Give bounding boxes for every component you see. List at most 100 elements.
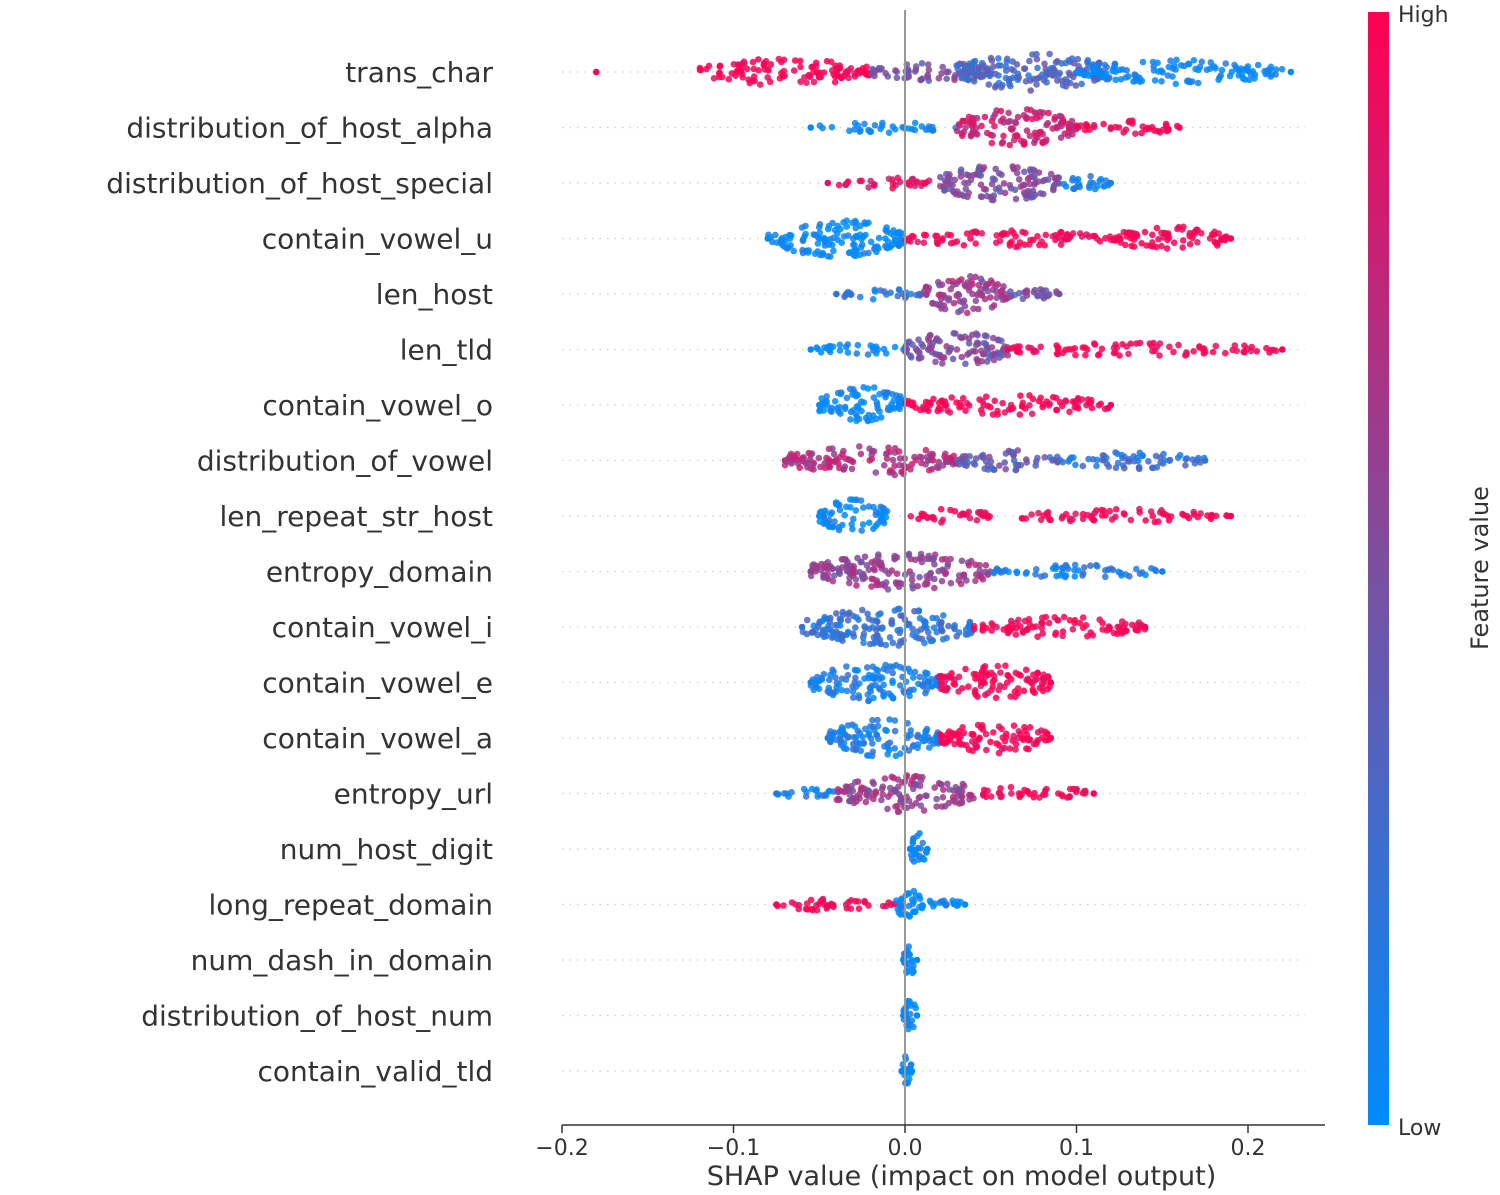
shap-point: [1014, 133, 1021, 140]
shap-point: [881, 775, 889, 782]
shap-point: [1028, 410, 1036, 418]
shap-point: [991, 84, 999, 91]
shap-point: [941, 187, 948, 194]
shap-point: [845, 733, 853, 741]
shap-point: [1233, 347, 1241, 355]
shap-point: [968, 730, 975, 738]
feature-row-distribution_of_host_alpha: [807, 106, 1183, 149]
shap-point: [1052, 631, 1059, 638]
shap-point: [1141, 228, 1149, 236]
shap-point: [1208, 231, 1216, 238]
shap-point: [914, 844, 922, 852]
shap-point: [1028, 115, 1036, 123]
shap-point: [892, 67, 899, 74]
shap-point: [870, 634, 878, 641]
shap-point: [835, 681, 843, 688]
shap-point: [796, 464, 803, 472]
shap-point: [821, 901, 828, 908]
shap-point: [1047, 734, 1055, 742]
shap-point: [761, 61, 768, 68]
shap-point: [939, 63, 946, 71]
shap-point: [846, 127, 853, 135]
shap-point: [836, 64, 843, 72]
shap-point: [897, 612, 904, 619]
shap-point: [859, 521, 867, 528]
shap-point: [1154, 127, 1162, 135]
shap-point: [1004, 346, 1012, 353]
feature-row-num_dash_in_domain: [900, 943, 921, 977]
shap-point: [1027, 168, 1035, 176]
shap-point: [1100, 183, 1107, 190]
shap-point: [1037, 190, 1044, 197]
shap-point: [1107, 179, 1115, 187]
shap-point: [916, 615, 924, 622]
shap-point: [1222, 60, 1229, 67]
shap-point: [1021, 723, 1028, 731]
shap-point: [825, 563, 833, 571]
shap-point: [874, 579, 881, 587]
shap-point: [988, 627, 995, 634]
shap-point: [919, 403, 927, 411]
shap-point: [967, 273, 974, 280]
shap-point: [894, 627, 901, 634]
shap-point: [830, 633, 838, 640]
shap-point: [1108, 516, 1116, 523]
shap-point: [868, 575, 875, 583]
shap-point: [962, 631, 970, 638]
shap-point: [949, 355, 957, 363]
shap-point: [813, 63, 820, 70]
shap-point: [907, 290, 915, 298]
shap-point: [1160, 510, 1167, 518]
shap-point: [944, 177, 951, 185]
shap-point: [887, 230, 895, 237]
shap-point: [921, 639, 928, 647]
shap-point: [993, 294, 1000, 302]
shap-point: [1085, 455, 1092, 463]
shap-point: [1053, 123, 1060, 131]
shap-point: [884, 238, 892, 246]
shap-point: [1002, 450, 1010, 457]
shap-point: [912, 772, 920, 780]
shap-point: [1045, 176, 1052, 183]
shap-point: [1046, 50, 1053, 58]
shap-point: [878, 625, 886, 632]
shap-point: [851, 73, 859, 80]
shap-point: [1141, 623, 1149, 631]
shap-point: [962, 185, 970, 193]
shap-point: [847, 291, 854, 299]
shap-point: [815, 685, 823, 693]
shap-point: [829, 219, 836, 227]
shap-point: [998, 745, 1006, 753]
shap-point: [985, 81, 993, 88]
shap-point: [1253, 348, 1261, 355]
shap-point: [906, 998, 913, 1005]
shap-point: [953, 633, 960, 640]
shap-point: [880, 519, 888, 527]
shap-point: [919, 343, 927, 350]
shap-point: [1010, 67, 1018, 74]
shap-point: [905, 902, 913, 910]
shap-point: [1054, 77, 1061, 84]
shap-point: [826, 625, 834, 633]
shap-point: [1120, 462, 1127, 469]
shap-point: [1031, 689, 1038, 697]
shap-point: [781, 457, 789, 464]
shap-point: [854, 727, 862, 735]
shap-point: [968, 278, 975, 285]
shap-point: [1002, 465, 1009, 473]
shap-point: [911, 182, 919, 190]
shap-point: [1091, 341, 1099, 348]
shap-point: [882, 903, 890, 910]
shap-point: [914, 238, 921, 246]
shap-point: [883, 244, 891, 252]
shap-point: [1005, 77, 1013, 85]
shap-point: [1072, 82, 1080, 89]
shap-point: [1050, 66, 1058, 73]
shap-point: [1007, 783, 1015, 791]
shap-point: [837, 787, 845, 795]
shap-point: [817, 349, 825, 356]
shap-point: [973, 341, 980, 349]
shap-point: [878, 796, 885, 804]
shap-point: [1027, 87, 1034, 94]
shap-point: [852, 224, 859, 232]
